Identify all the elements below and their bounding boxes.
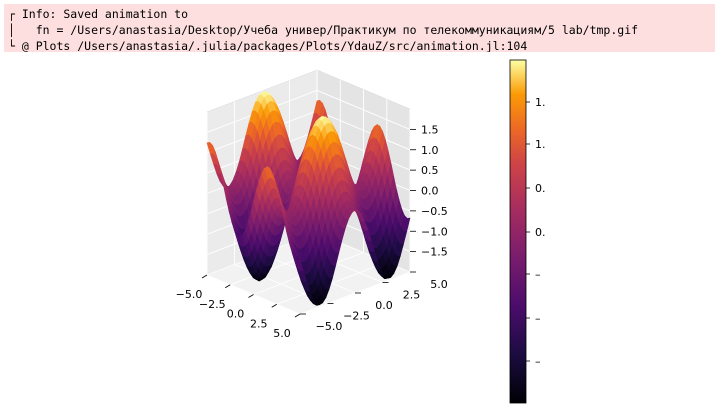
x-tick-mark	[225, 284, 231, 289]
y-axis-ticks: −5.0−2.5 0.0 2.5 5.0	[300, 271, 448, 333]
colorbar-tick-label: –	[535, 268, 541, 281]
z-tick-label: 0.5	[421, 164, 439, 177]
colorbar: 1. 1. 0. 0. – – –	[509, 59, 546, 404]
x-tick-label: 0.0	[227, 308, 245, 321]
y-tick-label: 5.0	[430, 278, 448, 291]
z-tick-label: −1.5	[421, 246, 448, 259]
z-tick-label: 1.0	[421, 144, 439, 157]
x-axis-ticks: −5.0−2.50.0 2.5 5.0	[176, 274, 301, 340]
y-tick-label: 0.0	[375, 299, 393, 312]
z-tick-label: 0.0	[421, 185, 439, 198]
colorbar-tick-label: 1.	[535, 138, 546, 151]
x-tick-mark	[248, 294, 254, 298]
z-tick-label: −1.0	[421, 225, 448, 238]
colorbar-gradient	[509, 59, 527, 404]
z-tick-label: −0.5	[421, 205, 448, 218]
x-tick-label: −2.5	[199, 298, 226, 311]
colorbar-tick-label: 1.	[535, 96, 546, 109]
colorbar-tick-label: –	[535, 312, 541, 325]
x-tick-label: −5.0	[176, 288, 203, 301]
x-tick-mark	[294, 313, 301, 318]
log-line-source: └ @ Plots /Users/anastasia/.julia/packag…	[8, 39, 528, 52]
axes-3d: −5.0−2.50.02.55.0 −5.0−2.50.02.55.0 1.51…	[176, 69, 448, 340]
gridline	[206, 89, 411, 133]
x-tick-mark	[201, 274, 208, 279]
x-tick-label: 2.5	[250, 317, 268, 330]
z-tick-label: 1.5	[421, 123, 439, 136]
log-line-info: ┌ Info: Saved animation to	[8, 7, 189, 21]
x-tick-label: 5.0	[273, 327, 291, 340]
z-axis-ticks: 1.5 1.0 0.5 0.0 −0.5 −1.0 −1.5	[410, 123, 448, 259]
colorbar-tick-label: –	[535, 355, 541, 368]
surface-mesh	[206, 91, 411, 306]
colorbar-tick-label: 0.	[535, 182, 546, 195]
surface-patch	[296, 259, 304, 272]
x-tick-mark	[271, 303, 277, 308]
log-line-filename: │ fn = /Users/anastasia/Desktop/Учеба ун…	[8, 23, 639, 37]
colorbar-ticks: 1. 1. 0. 0. – – –	[526, 96, 546, 368]
surface-plot: −5.0−2.50.02.55.0 −5.0−2.50.02.55.0 1.51…	[176, 59, 546, 404]
gridline	[234, 101, 328, 304]
y-tick-label: −5.0	[316, 320, 343, 333]
y-tick-label: −2.5	[343, 310, 370, 323]
colorbar-tick-label: 0.	[535, 226, 546, 239]
y-tick-label: 2.5	[403, 289, 421, 302]
info-log-output: ┌ Info: Saved animation to │ fn = /Users…	[4, 4, 715, 52]
